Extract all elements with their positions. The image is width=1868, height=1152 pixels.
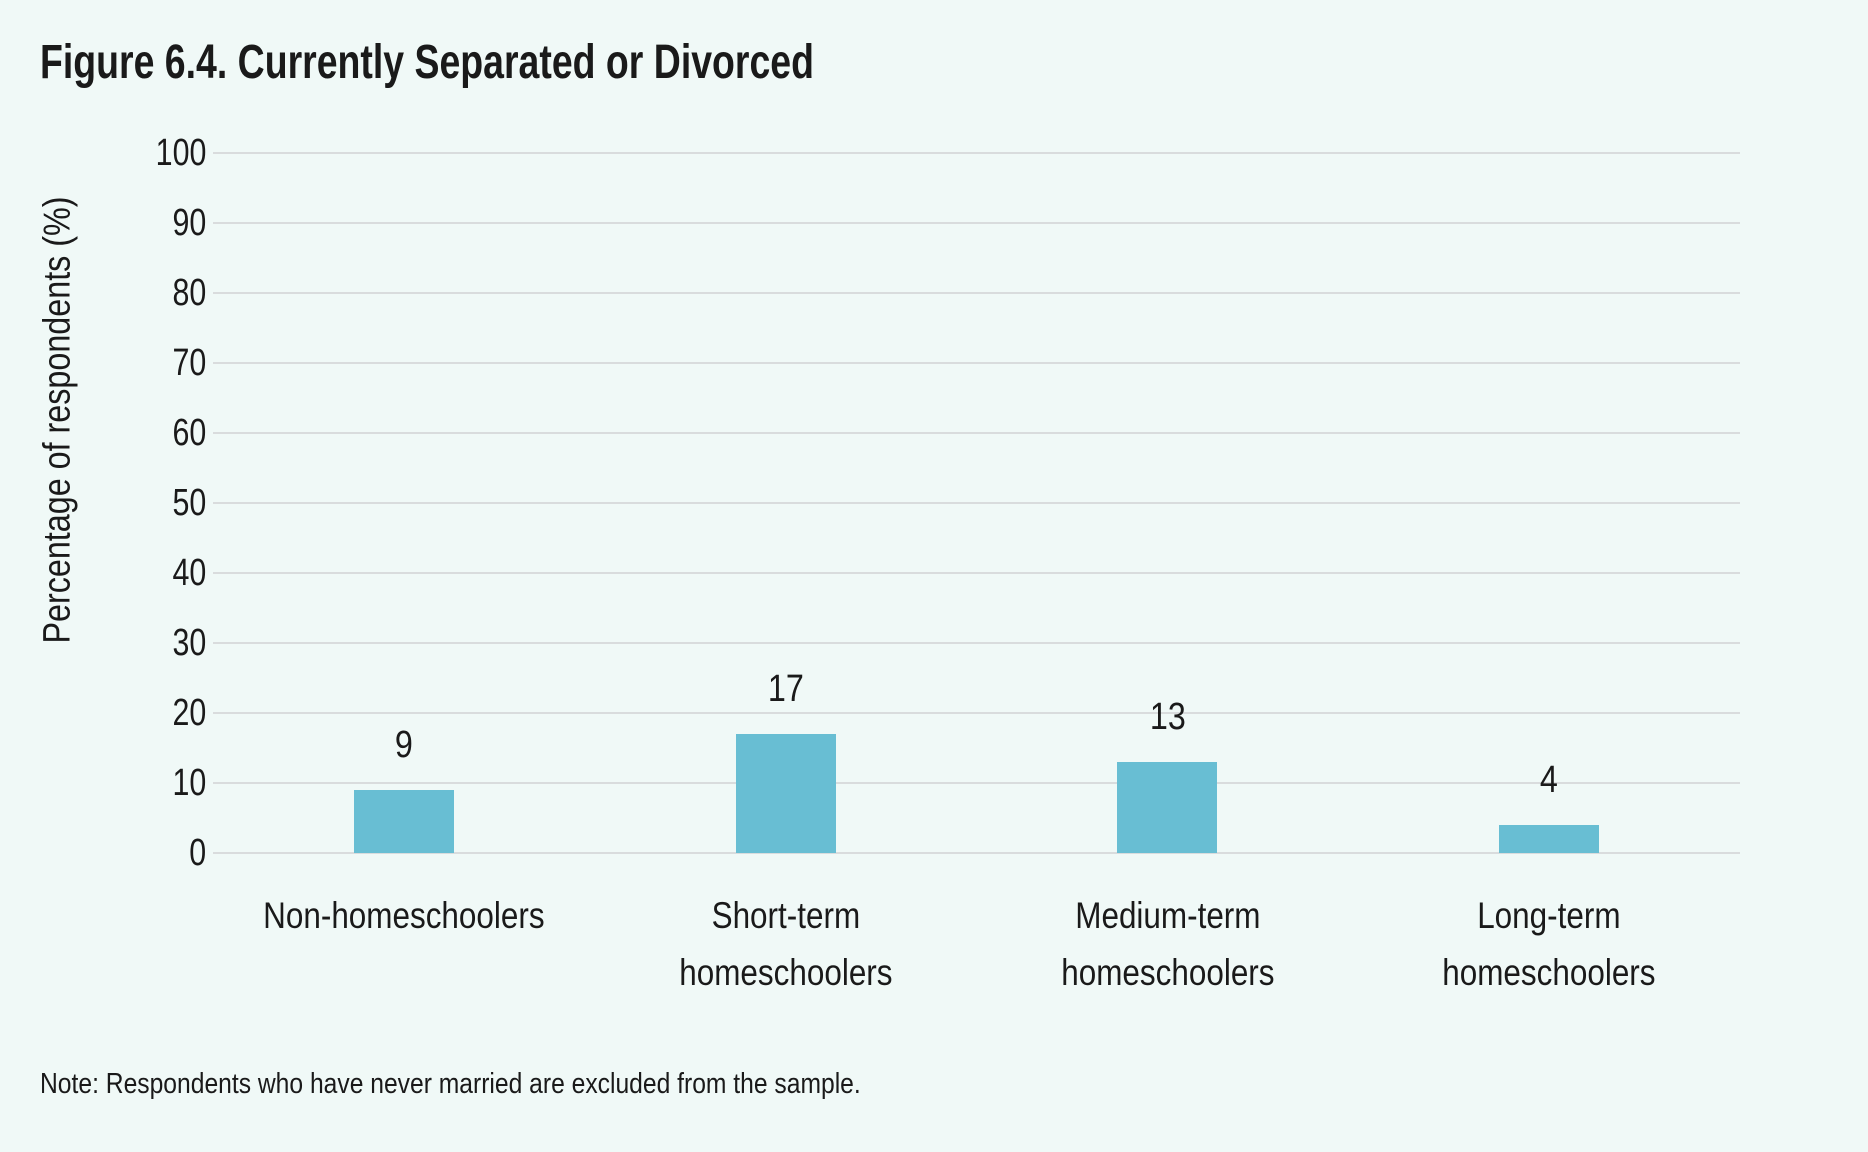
bar-slot: 13 bbox=[977, 153, 1359, 853]
gridline bbox=[213, 572, 1740, 574]
x-axis-label: Long-term homeschoolers bbox=[1358, 887, 1740, 1001]
bar bbox=[1117, 762, 1218, 853]
y-tick-label: 40 bbox=[172, 552, 206, 594]
chart-title: Figure 6.4. Currently Separated or Divor… bbox=[40, 36, 814, 89]
y-tick-label: 90 bbox=[172, 202, 206, 244]
gridline bbox=[213, 222, 1740, 224]
bar-value-label: 17 bbox=[767, 668, 804, 710]
gridline bbox=[213, 362, 1740, 364]
y-tick-label: 70 bbox=[172, 342, 206, 384]
plot-area: 9 17 13 4 bbox=[213, 152, 1740, 854]
gridline bbox=[213, 502, 1740, 504]
gridline bbox=[213, 712, 1740, 714]
gridline bbox=[213, 292, 1740, 294]
bar-slot: 4 bbox=[1358, 153, 1740, 853]
y-tick-label: 80 bbox=[172, 272, 206, 314]
y-axis-tick-labels: 0 10 20 30 40 50 60 70 80 90 100 bbox=[0, 134, 206, 872]
x-axis-label-line: homeschoolers bbox=[1060, 952, 1275, 993]
y-tick-label: 60 bbox=[172, 412, 206, 454]
gridline bbox=[213, 852, 1740, 854]
bar bbox=[735, 734, 836, 853]
x-axis-label-line: Non-homeschoolers bbox=[263, 895, 545, 936]
bar bbox=[353, 790, 454, 853]
gridline bbox=[213, 642, 1740, 644]
y-tick-label: 20 bbox=[172, 692, 206, 734]
bar-slot: 17 bbox=[595, 153, 977, 853]
x-axis-labels: Non-homeschoolers Short-term homeschoolers… bbox=[213, 887, 1740, 1017]
gridline bbox=[213, 152, 1740, 154]
y-tick-label: 30 bbox=[172, 622, 206, 664]
gridline bbox=[213, 782, 1740, 784]
x-axis-label: Short-term homeschoolers bbox=[595, 887, 977, 1001]
x-axis-label-line: Medium-term bbox=[1074, 895, 1260, 936]
y-tick-label: 50 bbox=[172, 482, 206, 524]
x-axis-label-line: homeschoolers bbox=[678, 952, 893, 993]
bar-value-label: 4 bbox=[1540, 759, 1559, 801]
x-axis-label: Non-homeschoolers bbox=[213, 887, 595, 944]
bar-value-label: 9 bbox=[394, 724, 413, 766]
x-axis-label-line: Long-term bbox=[1477, 895, 1621, 936]
bar-value-label: 13 bbox=[1149, 696, 1186, 738]
x-axis-label-line: Short-term bbox=[711, 895, 860, 936]
y-tick-label: 100 bbox=[155, 132, 206, 174]
bar bbox=[1499, 825, 1600, 853]
bar-slot: 9 bbox=[213, 153, 595, 853]
chart-note: Note: Respondents who have never married… bbox=[40, 1068, 861, 1100]
y-tick-label: 10 bbox=[172, 762, 206, 804]
x-axis-label-line: homeschoolers bbox=[1442, 952, 1656, 993]
y-tick-label: 0 bbox=[189, 832, 206, 874]
gridline bbox=[213, 432, 1740, 434]
x-axis-label: Medium-term homeschoolers bbox=[977, 887, 1359, 1001]
